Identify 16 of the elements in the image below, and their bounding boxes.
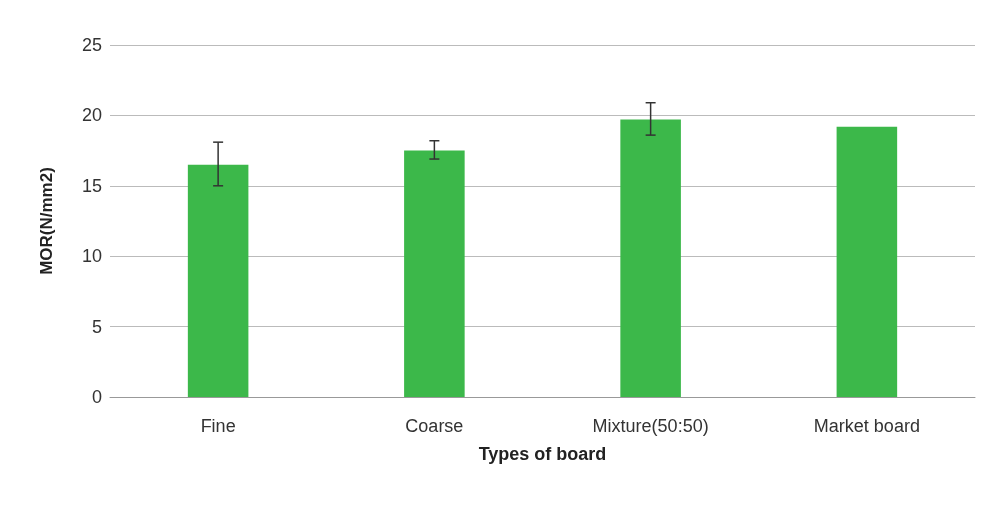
y-tick-label: 20 [81,105,102,126]
y-tick-label: 15 [81,175,102,196]
x-tick-label: Mixture(50:50) [592,416,709,436]
x-tick-label: Coarse [405,416,464,436]
x-tick-label: Fine [200,416,236,436]
bar [620,119,681,397]
bar [187,164,249,397]
y-tick-label: 10 [81,246,102,267]
y-tick-label: 5 [91,316,102,337]
bar [836,126,898,397]
bar [404,150,465,397]
x-tick-label: Market board [813,416,920,436]
y-tick-label: 0 [91,387,102,407]
x-axis-title: Types of board [478,444,607,464]
y-axis-title: MOR(N/mm2) [37,167,56,275]
y-tick-label: 25 [81,35,102,55]
